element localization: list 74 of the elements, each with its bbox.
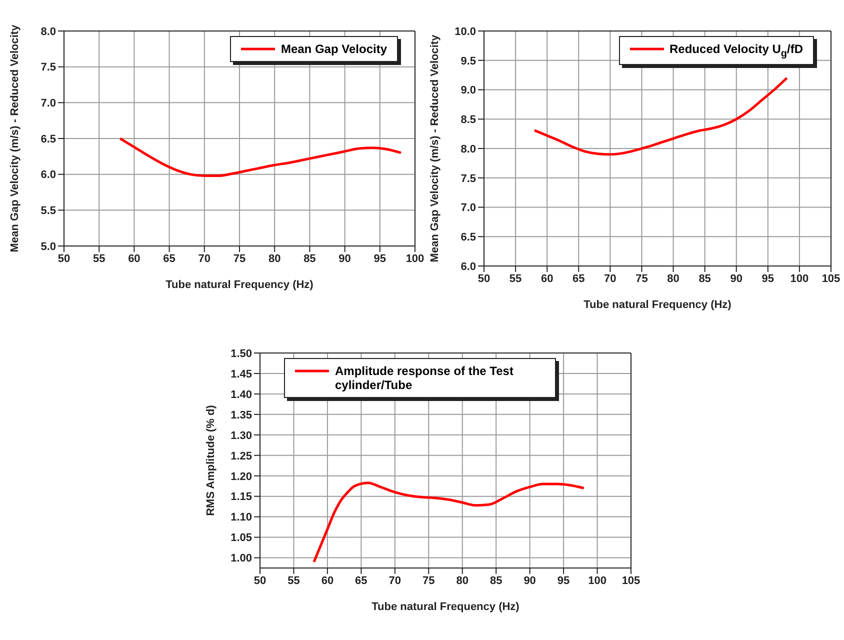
y-tick-label: 1.30 [230, 430, 252, 442]
x-tick-label: 105 [822, 272, 840, 285]
x-tick-label: 80 [667, 272, 680, 285]
x-tick-label: 70 [388, 574, 402, 587]
x-tick-label: 95 [557, 574, 570, 587]
y-tick-label: 7.0 [460, 202, 476, 214]
x-tick-label: 55 [288, 574, 300, 587]
y-tick-label: 1.50 [230, 348, 252, 360]
x-tick-label: 105 [622, 574, 640, 587]
x-tick-label: 75 [233, 252, 246, 265]
x-tick-label: 95 [374, 252, 386, 265]
y-tick-label: 6.0 [40, 169, 56, 182]
x-tick-label: 65 [355, 574, 368, 587]
x-tick-label: 100 [406, 252, 424, 265]
y-tick-label: 8.0 [460, 143, 476, 156]
y-tick-label: 6.5 [40, 133, 56, 146]
x-tick-label: 75 [422, 574, 435, 587]
x-tick-label: 100 [790, 272, 809, 285]
y-tick-label: 9.5 [460, 55, 476, 68]
y-tick-label: 1.35 [230, 409, 252, 422]
x-tick-label: 60 [321, 574, 334, 587]
x-axis-title: Tube natural Frequency (Hz) [166, 279, 314, 291]
x-tick-label: 85 [490, 574, 502, 587]
y-tick-label: 10.0 [454, 26, 476, 38]
x-tick-label: 50 [58, 252, 70, 265]
x-tick-label: 70 [198, 252, 211, 265]
y-axis-title: RMS Amplitude (% d) [204, 404, 217, 516]
x-tick-label: 55 [509, 272, 522, 285]
y-tick-label: 6.5 [460, 232, 476, 244]
line-series [533, 76, 788, 156]
x-tick-label: 80 [268, 252, 281, 265]
x-tick-label: 90 [338, 252, 351, 265]
x-tick-label: 85 [698, 272, 711, 285]
legend-label: Reduced Velocity U$_{g}$/fD [670, 42, 803, 60]
y-tick-label: 8.0 [40, 26, 56, 38]
y-tick-label: 7.5 [40, 62, 56, 74]
legend-label: Amplitude response of the Test cylinder/Tube [335, 364, 514, 392]
x-tick-label: 50 [478, 272, 490, 285]
x-axis-title: Tube natural Frequency (Hz) [584, 299, 732, 311]
x-tick-label: 60 [540, 272, 554, 285]
y-tick-label: 5.5 [40, 205, 56, 218]
x-tick-label: 90 [524, 574, 536, 587]
x-tick-label: 85 [304, 252, 316, 265]
x-tick-label: 95 [762, 272, 774, 285]
x-tick-label: 65 [163, 252, 176, 265]
y-tick-label: 1.20 [230, 470, 252, 483]
y-tick-label: 6.0 [460, 260, 476, 273]
x-tick-label: 80 [456, 574, 468, 587]
y-axis-title: Mean Gap Velocity (m/s) - Reduced Velocity [8, 24, 21, 252]
x-tick-label: 50 [254, 574, 266, 587]
x-tick-label: 70 [604, 272, 616, 285]
x-tick-label: 55 [92, 252, 106, 265]
line-series [118, 137, 402, 178]
y-tick-label: 1.45 [230, 368, 252, 380]
y-tick-label: 1.25 [230, 450, 252, 462]
x-axis-title: Tube natural Frequency (Hz) [372, 601, 520, 613]
y-axis-title: Mean Gap Velocity (m/s) - Reduced Velocity [428, 34, 441, 262]
legend-label: Mean Gap Velocity [280, 42, 387, 56]
y-tick-label: 1.10 [230, 512, 252, 524]
x-tick-label: 75 [636, 272, 648, 285]
y-tick-label: 1.15 [230, 491, 252, 504]
x-tick-label: 65 [572, 272, 585, 285]
y-tick-label: 1.05 [230, 532, 252, 544]
x-tick-label: 60 [128, 252, 140, 265]
y-tick-label: 7.5 [460, 172, 476, 185]
y-tick-label: 1.00 [230, 552, 252, 565]
y-tick-label: 7.0 [40, 98, 56, 110]
y-tick-label: 8.5 [460, 114, 476, 126]
x-tick-label: 100 [588, 574, 606, 587]
line-series [312, 482, 586, 564]
x-tick-label: 90 [730, 272, 742, 285]
y-tick-label: 5.0 [40, 240, 56, 253]
y-tick-label: 9.0 [460, 84, 476, 97]
y-tick-label: 1.40 [230, 388, 252, 401]
